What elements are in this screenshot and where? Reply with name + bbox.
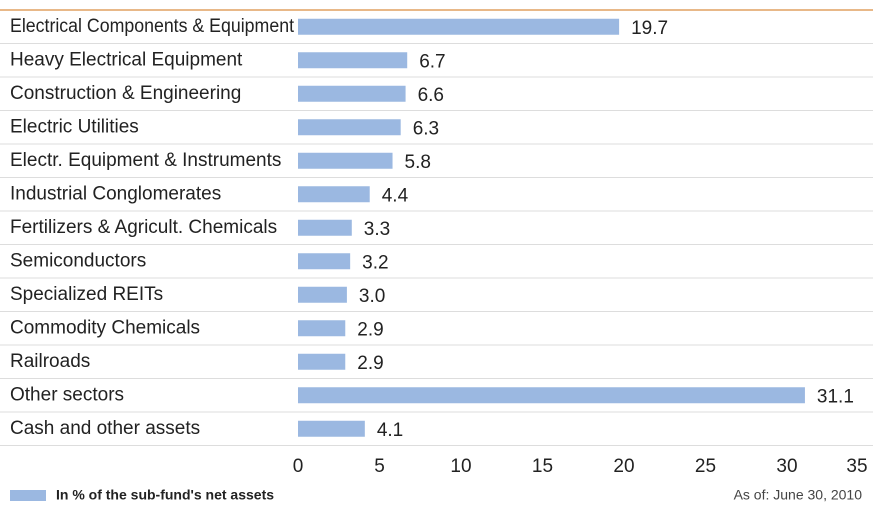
- x-tick-label: 15: [532, 456, 553, 477]
- bar: [298, 387, 805, 404]
- value-label: 6.7: [419, 51, 445, 72]
- category-label: Cash and other assets: [10, 418, 200, 439]
- category-label: Fertilizers & Agricult. Chemicals: [10, 217, 277, 238]
- x-tick-label: 25: [695, 456, 716, 477]
- value-label: 6.3: [413, 118, 439, 139]
- legend-swatch: [10, 490, 46, 501]
- category-label: Electric Utilities: [10, 116, 139, 137]
- bar: [298, 219, 352, 236]
- bar: [298, 320, 346, 337]
- value-label: 6.6: [418, 85, 444, 106]
- category-label: Specialized REITs: [10, 284, 163, 305]
- x-tick-label: 5: [374, 456, 385, 477]
- category-label: Other sectors: [10, 384, 124, 405]
- x-tick-label: 0: [293, 456, 304, 477]
- value-label: 4.1: [377, 420, 403, 441]
- bar: [298, 18, 620, 35]
- bar: [298, 186, 370, 203]
- as-of-note: As of: June 30, 2010: [734, 487, 863, 503]
- bar: [298, 420, 365, 437]
- x-tick-label: 35: [846, 456, 867, 477]
- category-label: Electrical Components & Equipment: [10, 16, 295, 37]
- value-label: 4.4: [382, 185, 409, 206]
- bar: [298, 152, 393, 169]
- bar: [298, 119, 401, 136]
- value-label: 2.9: [357, 319, 383, 340]
- value-label: 19.7: [631, 18, 668, 39]
- value-label: 31.1: [817, 386, 854, 407]
- category-label: Electr. Equipment & Instruments: [10, 150, 281, 171]
- bar: [298, 253, 351, 270]
- bar: [298, 286, 347, 303]
- value-label: 3.3: [364, 219, 390, 240]
- category-label: Construction & Engineering: [10, 83, 241, 104]
- legend-label: In % of the sub-fund's net assets: [56, 487, 274, 503]
- value-label: 2.9: [357, 353, 383, 374]
- x-tick-label: 30: [776, 456, 797, 477]
- bar: [298, 52, 408, 69]
- x-tick-label: 20: [613, 456, 634, 477]
- category-label: Semiconductors: [10, 250, 146, 271]
- category-label: Railroads: [10, 351, 90, 372]
- category-label: Industrial Conglomerates: [10, 183, 221, 204]
- bar: [298, 85, 406, 102]
- value-label: 3.2: [362, 252, 388, 273]
- x-tick-label: 10: [450, 456, 471, 477]
- category-label: Heavy Electrical Equipment: [10, 49, 243, 70]
- value-label: 5.8: [405, 152, 431, 173]
- value-label: 3.0: [359, 286, 385, 307]
- category-label: Commodity Chemicals: [10, 317, 200, 338]
- bar: [298, 353, 346, 370]
